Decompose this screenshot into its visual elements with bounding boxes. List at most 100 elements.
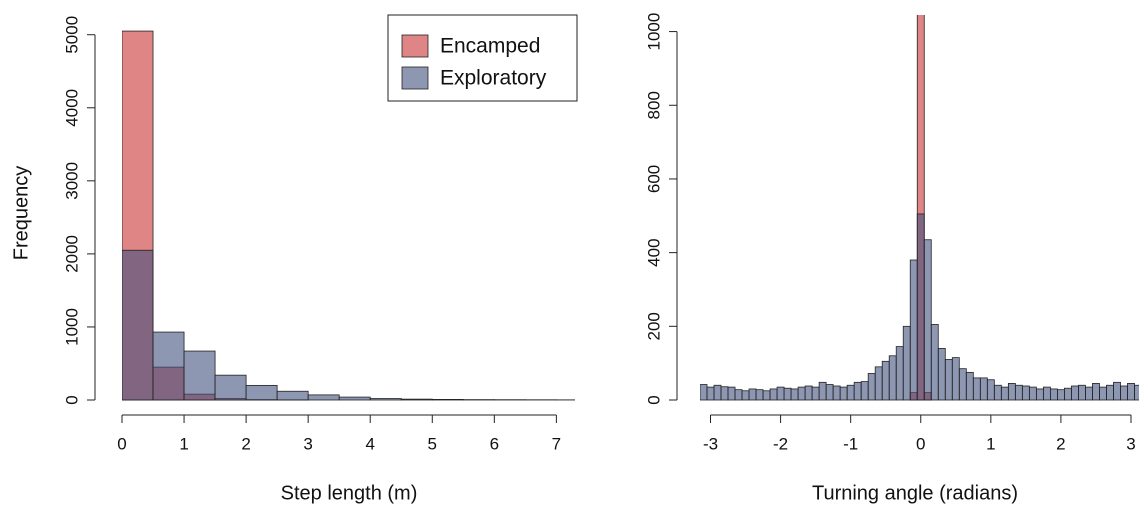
bar [400, 398, 433, 401]
bar [818, 381, 827, 401]
bar [874, 366, 883, 401]
bar [214, 374, 247, 401]
bar [825, 384, 834, 401]
bar [1007, 383, 1016, 401]
x-tick-label: -1 [843, 434, 858, 453]
y-tick-label: 800 [644, 91, 663, 119]
x-tick-label: 4 [365, 434, 374, 453]
bar [762, 390, 771, 401]
y-tick-label: 1000 [644, 13, 663, 51]
x-tick-label: 2 [1056, 434, 1065, 453]
y-axis-title: Frequency [10, 166, 32, 261]
bar [706, 386, 715, 401]
bar [1078, 384, 1086, 401]
bar [811, 386, 820, 401]
bar [797, 386, 806, 401]
bar [1042, 386, 1051, 401]
bar [804, 385, 813, 401]
bar [1028, 386, 1037, 401]
bar [1021, 385, 1030, 401]
bar [1000, 386, 1009, 401]
bar [958, 368, 967, 401]
x-tick-label: 2 [241, 434, 250, 453]
bar [853, 381, 862, 401]
x-axis-title: Step length (m) [281, 482, 418, 504]
bar [307, 394, 340, 401]
bar [748, 388, 757, 401]
bar [916, 213, 925, 401]
bar [1014, 384, 1023, 401]
y-tick-label: 600 [644, 165, 663, 193]
bar [700, 384, 708, 401]
y-tick-label: 0 [62, 395, 81, 404]
bar [1092, 383, 1100, 401]
bar [888, 355, 897, 401]
bar [152, 331, 185, 401]
bar [1035, 388, 1044, 401]
x-tick-label: -3 [703, 434, 718, 453]
bar [1071, 385, 1079, 401]
bar [923, 239, 932, 401]
bar [713, 384, 722, 401]
x-tick-label: 6 [490, 434, 499, 453]
bar [783, 387, 792, 401]
y-tick-label: 400 [644, 238, 663, 266]
y-tick-label: 2000 [62, 235, 81, 273]
bar [832, 385, 841, 401]
bar [276, 390, 309, 401]
bar [1106, 384, 1114, 401]
y-tick-label: 1000 [62, 308, 81, 346]
bar [909, 259, 918, 401]
x-axis-title: Turning angle (radians) [812, 482, 1018, 504]
bar [979, 377, 988, 401]
bar [965, 371, 974, 401]
x-tick-label: 1 [179, 434, 188, 453]
bar [122, 249, 154, 401]
bar [1057, 389, 1065, 401]
bar [1120, 385, 1128, 401]
x-tick-label: 3 [303, 434, 312, 453]
bar [1113, 381, 1121, 401]
bar [846, 384, 855, 401]
bar [776, 386, 785, 401]
bar [930, 324, 939, 401]
bar [902, 325, 911, 401]
x-tick-label: 7 [552, 434, 561, 453]
legend-label: Encamped [440, 35, 540, 58]
bar [741, 390, 750, 401]
bar [431, 399, 464, 401]
bar [839, 386, 848, 401]
bar [895, 346, 904, 401]
bar [734, 389, 743, 401]
bar [1134, 384, 1139, 401]
x-tick-label: 5 [428, 434, 437, 453]
bar [937, 348, 946, 401]
bar [972, 377, 981, 401]
legend-swatch [401, 34, 429, 58]
x-tick-label: -2 [773, 434, 788, 453]
bar [755, 389, 764, 401]
x-tick-label: 0 [916, 434, 925, 453]
y-tick-label: 5000 [62, 16, 81, 54]
bar [944, 359, 953, 401]
legend-label: Exploratory [440, 67, 547, 90]
y-tick-label: 0 [644, 395, 663, 404]
bar [183, 350, 216, 401]
bar [993, 384, 1002, 401]
bar [867, 373, 876, 401]
x-tick-label: 3 [1126, 434, 1135, 453]
bar [1085, 386, 1093, 401]
bar [338, 396, 371, 401]
bar [369, 398, 402, 401]
bar [986, 379, 995, 401]
x-tick-label: 1 [986, 434, 995, 453]
bar [727, 386, 736, 401]
bar [245, 384, 278, 401]
y-tick-label: 3000 [62, 162, 81, 200]
plot-area [122, 30, 575, 401]
bar [1127, 383, 1135, 401]
bar [1099, 386, 1107, 401]
bar [790, 388, 799, 401]
bar [951, 357, 960, 401]
